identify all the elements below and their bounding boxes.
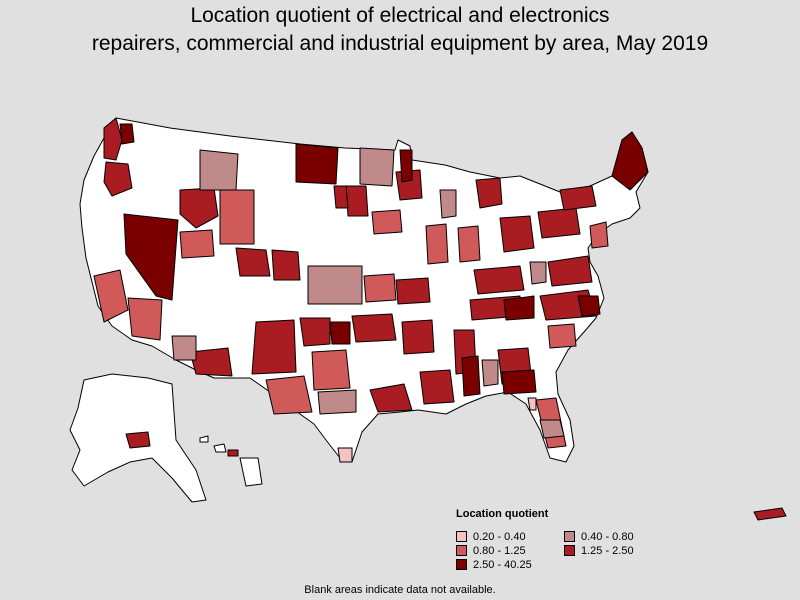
hawaii-island-maui [227,449,239,457]
region-oklahoma [351,313,397,343]
region-nevada [123,213,179,301]
region-missouri [395,277,431,305]
legend-label: 1.25 - 2.50 [581,544,634,557]
region-tennessee-east [503,295,535,321]
region-north-dakota [295,143,339,185]
legend-item-0-40-0-80: 0.40 - 0.80 [564,530,674,543]
region-texas-hill [317,389,357,415]
region-montana-east [333,185,349,209]
region-colorado-east [271,249,301,281]
region-virginia [547,255,593,287]
regions-0-80-1-25 [93,189,609,449]
puerto-rico-shape [753,507,787,521]
legend-item-0-80-1-25: 0.80 - 1.25 [456,544,564,557]
region-illinois [425,223,449,265]
region-south-dakota [359,147,395,187]
region-maine [611,131,649,191]
region-arizona-east [171,335,197,361]
legend-swatch [456,559,467,570]
region-washington-coast [103,117,123,161]
title-line-2: repairers, commercial and industrial equ… [91,32,709,55]
region-arkansas [401,319,435,355]
legend-swatch [456,545,467,556]
region-indiana [457,225,481,263]
legend-item-0-20-0-40: 0.20 - 0.40 [456,530,564,543]
map-title: Location quotient of electrical and elec… [0,2,800,58]
region-florida-north [539,419,565,439]
region-alabama-north [461,355,481,397]
legend-title: Location quotient [456,508,549,520]
region-colorado-west [235,247,271,277]
hawaii-islands [199,435,263,487]
region-michigan [475,177,503,209]
region-montana-central [199,149,239,191]
legend-label: 0.40 - 0.80 [581,530,634,543]
region-texas-southeast [369,383,413,413]
region-new-mexico [251,319,297,375]
region-georgia-south [501,369,537,395]
region-minnesota-north [345,185,369,217]
region-texas-south [337,447,353,463]
legend-swatch [564,531,575,542]
alaska-region-anchorage [125,431,151,449]
hawaii-island-oahu [213,443,227,453]
region-washington-east [119,123,135,145]
region-kansas-west [307,265,363,305]
region-texas-central [311,349,351,391]
legend-label: 0.20 - 0.40 [473,530,526,543]
region-michigan-west [439,189,457,219]
region-arizona-south [189,347,233,377]
region-california-central [93,269,129,323]
region-pennsylvania [537,207,581,239]
regions-2-50-40-25 [119,123,649,397]
region-virginia-west [529,261,547,285]
region-new-jersey [589,221,609,249]
title-line-1: Location quotient of electrical and elec… [190,4,610,27]
region-louisiana [419,369,455,405]
hawaii-island-kauai [199,435,209,443]
region-oregon-west [103,161,133,197]
regions-0-20-0-40 [337,397,537,463]
region-north-carolina-east [577,295,601,317]
region-wyoming [219,189,255,245]
regions-0-40-0-80 [171,147,565,439]
region-iowa [371,209,403,235]
region-oklahoma-central [329,321,351,345]
legend-label: 0.80 - 1.25 [473,544,526,557]
region-kansas-east [363,273,397,303]
legend-label: 2.50 - 40.25 [473,558,532,571]
hawaii-island-big [239,457,263,487]
map-legend: Location quotient 0.20 - 0.40 0.40 - 0.8… [456,508,686,571]
region-texas-panhandle [299,317,331,347]
region-florida-west [527,397,537,411]
region-texas-west [265,375,313,415]
region-kentucky [473,265,525,295]
region-minnesota-northeast [399,149,413,183]
legend-swatch [456,531,467,542]
region-alabama-south [481,359,499,387]
legend-item-1-25-2-50: 1.25 - 2.50 [564,544,674,557]
footnote: Blank areas indicate data not available. [304,584,496,596]
region-ohio [499,215,535,253]
legend-swatch [564,545,575,556]
region-arizona-central [127,297,163,341]
legend-item-2-50-40-25: 2.50 - 40.25 [456,558,564,571]
region-south-carolina [547,323,577,349]
region-utah-north [179,229,215,259]
region-new-york [559,185,597,211]
